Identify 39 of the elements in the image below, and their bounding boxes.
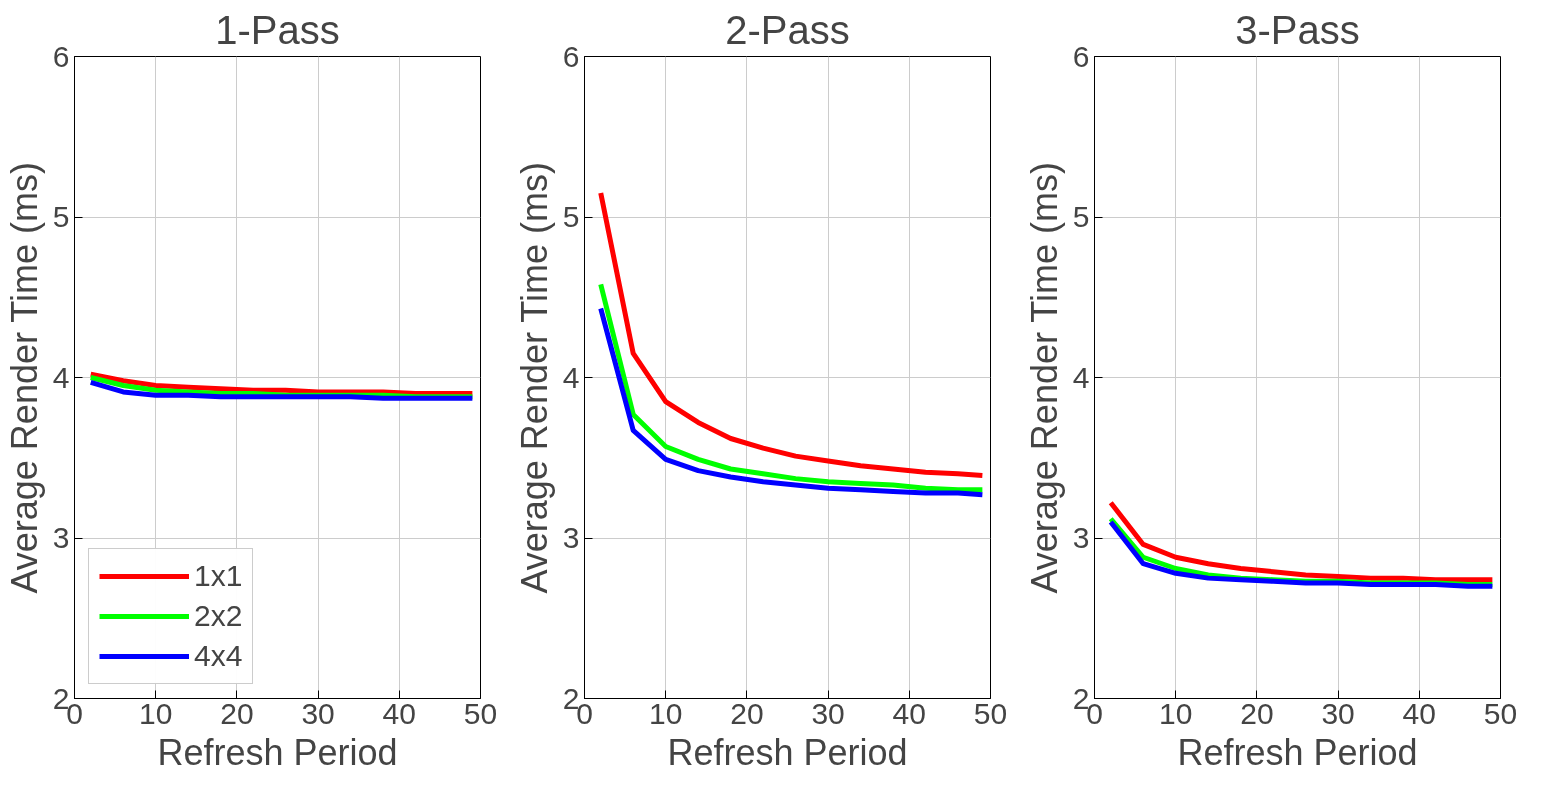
y-tick-label: 4 [1072, 360, 1090, 394]
x-axis-title: Refresh Period [667, 731, 908, 773]
chart-title: 1-Pass [215, 7, 340, 52]
y-tick-label: 5 [1072, 200, 1090, 233]
x-tick-label: 40 [1402, 696, 1436, 730]
y-tick-label: 6 [1072, 39, 1090, 73]
x-tick-label: 50 [1483, 696, 1518, 730]
x-tick-label: 20 [220, 696, 254, 730]
x-tick-label: 40 [382, 696, 416, 730]
legend-label: 2x2 [194, 599, 243, 633]
legend-label: 4x4 [194, 639, 243, 673]
y-tick-label: 3 [562, 521, 580, 554]
x-tick-label: 30 [811, 696, 845, 730]
legend-label: 1x1 [194, 559, 243, 593]
x-tick-label: 30 [301, 696, 335, 730]
x-tick-label: 50 [463, 696, 498, 730]
y-axis-title: Average Render Time (ms) [513, 162, 555, 594]
y-tick-label: 4 [562, 360, 580, 394]
y-tick-label: 5 [52, 200, 70, 233]
chart-title: 2-Pass [725, 7, 850, 52]
x-tick-label: 10 [1159, 696, 1193, 730]
y-tick-label: 6 [562, 39, 580, 73]
y-axis-title: Average Render Time (ms) [3, 162, 45, 594]
y-tick-label: 4 [52, 360, 70, 394]
x-tick-label: 20 [730, 696, 764, 730]
x-tick-label: 50 [973, 696, 1008, 730]
x-axis-title: Refresh Period [157, 731, 398, 773]
y-tick-label: 3 [1072, 521, 1090, 554]
x-tick-label: 10 [139, 696, 173, 730]
y-tick-label: 5 [562, 200, 580, 233]
x-tick-label: 20 [1240, 696, 1274, 730]
x-tick-label: 30 [1321, 696, 1355, 730]
x-tick-label: 10 [649, 696, 683, 730]
y-tick-label: 6 [52, 39, 70, 73]
chart-title: 3-Pass [1235, 7, 1360, 52]
x-axis-title: Refresh Period [1177, 731, 1418, 773]
y-axis-title: Average Render Time (ms) [1023, 162, 1065, 594]
x-tick-label: 40 [892, 696, 926, 730]
y-tick-label: 3 [52, 521, 70, 554]
